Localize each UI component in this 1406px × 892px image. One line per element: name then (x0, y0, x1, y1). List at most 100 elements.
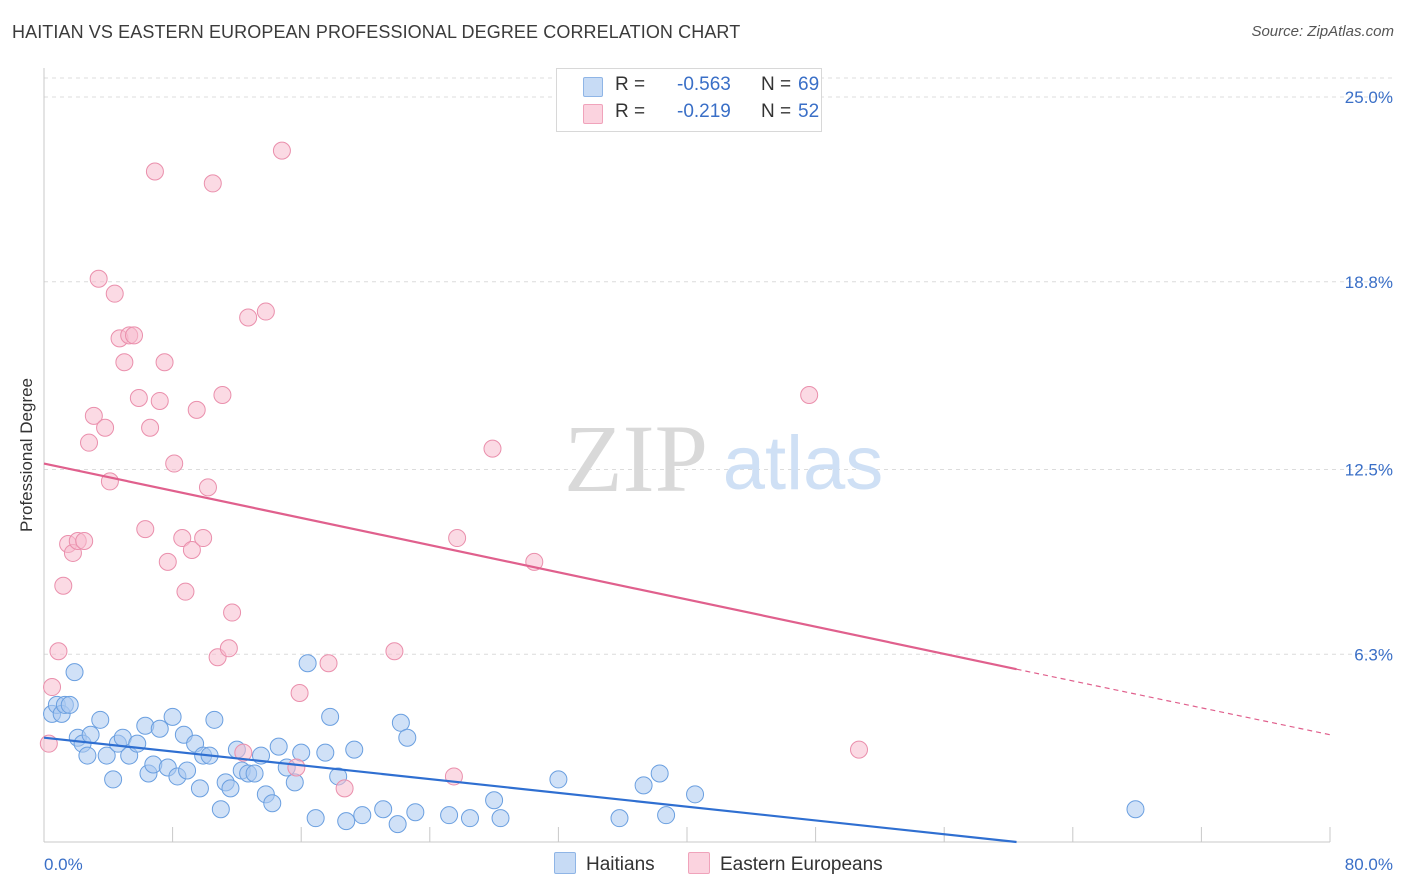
eastern-european-point (256, 302, 275, 321)
haitians-swatch (583, 77, 603, 97)
haitian-point (150, 719, 169, 738)
haitian-point (178, 761, 197, 780)
eastern-european-point (850, 740, 869, 759)
haitian-point (190, 779, 209, 798)
eastern-european-point (75, 532, 94, 551)
eastern-european-point (800, 386, 819, 404)
haitian-point (211, 800, 230, 819)
eastern-european-point (49, 642, 68, 661)
legend-label-haitians: Haitians (586, 854, 655, 875)
haitian-point (285, 773, 304, 792)
stats-legend: R = -0.563 N = 69 R = -0.219 N = 52 (556, 68, 822, 132)
haitian-point (374, 800, 393, 819)
haitian-point (650, 764, 669, 783)
haitian-point (104, 770, 123, 789)
n-label: N = (761, 101, 792, 122)
haitian-point (245, 764, 264, 783)
haitian-point (398, 728, 417, 747)
legend-label-eastern-europeans: Eastern Europeans (720, 854, 883, 875)
eastern-european-point (335, 779, 354, 798)
n-value: 69 (798, 74, 820, 95)
eastern-european-point (176, 582, 195, 601)
haitian-point (306, 809, 325, 828)
haitian-point (221, 779, 240, 798)
r-value: -0.563 (677, 74, 731, 95)
y-tick-label: 25.0% (1345, 88, 1393, 107)
eastern-european-point (219, 639, 238, 658)
eastern-european-point (150, 391, 169, 410)
eastern-european-point (155, 353, 174, 372)
eastern-european-point (125, 326, 144, 345)
haitian-point (391, 713, 410, 732)
haitian-point (440, 806, 459, 825)
eastern-european-point (54, 576, 73, 595)
haitian-point (78, 746, 97, 765)
haitian-point (269, 737, 288, 756)
haitian-point (298, 654, 317, 673)
eastern-europeans-swatch (583, 104, 603, 124)
eastern-european-point (385, 642, 404, 661)
haitian-point (136, 716, 155, 735)
watermark-atlas: atlas (723, 421, 884, 506)
haitian-point (91, 710, 110, 729)
axes (43, 68, 1331, 843)
eastern-europeans-trend-line-extension (1016, 668, 1331, 736)
eastern-european-point (198, 478, 217, 497)
gridlines (44, 77, 1394, 655)
eastern-european-point (141, 418, 160, 437)
haitian-point (205, 710, 224, 729)
eastern-europeans-trend-line (43, 462, 1017, 671)
n-label: N = (761, 74, 792, 95)
haitian-point (60, 695, 79, 714)
haitian-point (337, 812, 356, 831)
watermark-zip: ZIP (564, 405, 708, 512)
haitian-point (263, 794, 282, 813)
eastern-european-point (223, 603, 242, 622)
eastern-european-point (129, 388, 148, 407)
trend-lines (43, 462, 1331, 844)
eastern-european-point (187, 400, 206, 419)
eastern-european-point (319, 654, 338, 673)
eastern-european-point (448, 529, 467, 548)
haitian-point (634, 776, 653, 795)
eastern-european-point (43, 678, 62, 697)
eastern-european-point (96, 418, 115, 437)
haitians-trend-line (43, 736, 1017, 844)
haitian-point (65, 663, 84, 682)
r-label: R = (615, 74, 646, 95)
haitian-point (81, 725, 100, 744)
y-tick-label: 18.8% (1345, 273, 1393, 292)
data-points (39, 141, 1145, 834)
eastern-european-point (194, 529, 213, 548)
haitian-point (321, 707, 340, 726)
haitian-point (1126, 800, 1145, 819)
eastern-european-point (272, 141, 291, 160)
haitian-point (292, 743, 311, 762)
eastern-european-point (80, 433, 99, 452)
eastern-european-point (84, 406, 103, 425)
x-tick-label-min: 0.0% (44, 855, 83, 874)
haitian-point (345, 740, 364, 759)
eastern-european-point (182, 540, 201, 559)
eastern-european-point (239, 308, 258, 327)
haitian-point (353, 806, 372, 825)
x-tick-label-max: 80.0% (1345, 855, 1393, 874)
haitian-point (97, 746, 116, 765)
eastern-european-point (234, 743, 253, 762)
eastern-european-point (115, 353, 134, 372)
haitian-point (686, 785, 705, 804)
haitian-point (491, 809, 510, 828)
y-tick-label: 12.5% (1345, 461, 1393, 480)
haitian-point (485, 791, 504, 810)
haitian-point (316, 743, 335, 762)
haitian-point (610, 809, 629, 828)
eastern-europeans-legend-swatch (688, 852, 710, 874)
eastern-european-point (105, 284, 124, 303)
n-value: 52 (798, 101, 820, 122)
eastern-european-point (145, 162, 164, 181)
eastern-european-point (173, 529, 192, 548)
r-value: -0.219 (677, 101, 731, 122)
eastern-european-point (203, 174, 222, 193)
haitian-point (388, 815, 407, 834)
